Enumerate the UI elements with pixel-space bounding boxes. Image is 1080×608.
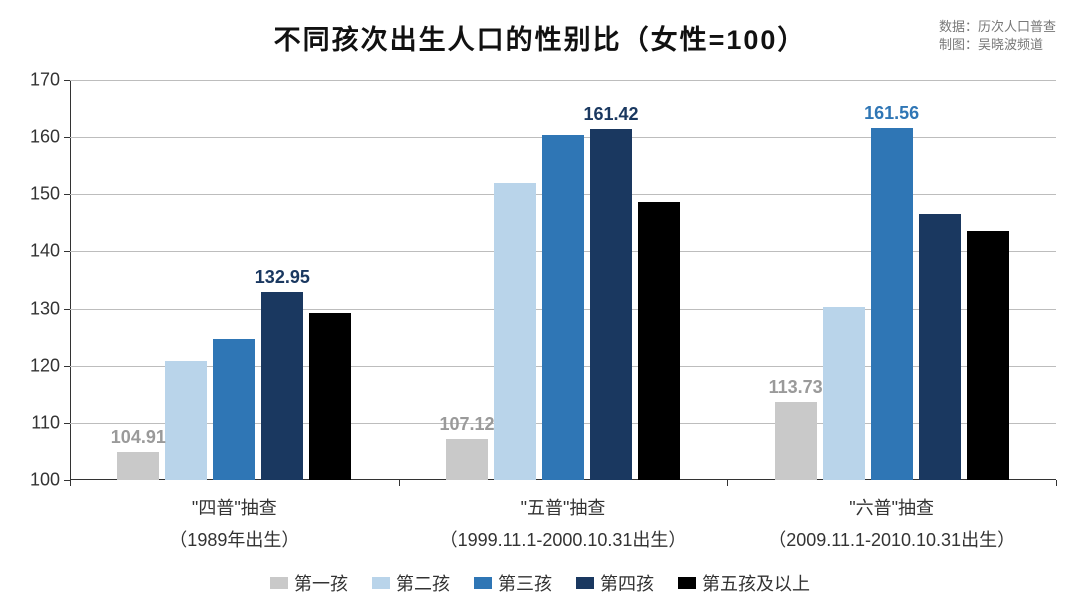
y-tick-label: 130 [30, 298, 70, 319]
x-category-line1: "六普"抽查 [768, 492, 1015, 524]
bar-s3 [213, 339, 255, 480]
legend-item-s1: 第一孩 [270, 570, 348, 596]
legend-label: 第二孩 [396, 570, 450, 596]
bar-s5 [967, 231, 1009, 480]
y-tick-label: 140 [30, 241, 70, 262]
legend-swatch [372, 577, 390, 589]
bar-s2 [165, 361, 207, 480]
y-tick-label: 160 [30, 127, 70, 148]
bar-s4 [919, 214, 961, 480]
legend-label: 第三孩 [498, 570, 552, 596]
bar-value-label: 113.73 [769, 377, 823, 398]
x-category-line1: "四普"抽查 [169, 492, 299, 524]
source-line-2: 制图：吴晓波频道 [939, 36, 1056, 54]
plot-area: 100110120130140150160170104.91132.95"四普"… [70, 80, 1056, 480]
x-tick-mark [399, 480, 400, 486]
legend-swatch [270, 577, 288, 589]
x-category-label: "四普"抽查（1989年出生） [169, 480, 299, 557]
chart-root: 不同孩次出生人口的性别比（女性=100） 数据：历次人口普查 制图：吴晓波频道 … [0, 0, 1080, 608]
legend-item-s5: 第五孩及以上 [678, 570, 810, 596]
bar-s3 [542, 135, 584, 480]
y-tick-label: 150 [30, 184, 70, 205]
x-category-label: "五普"抽查（1999.11.1-2000.10.31出生） [440, 480, 687, 557]
bar-value-label: 107.12 [439, 414, 494, 435]
bar-s1 [446, 439, 488, 480]
y-axis [70, 80, 71, 480]
legend-item-s2: 第二孩 [372, 570, 450, 596]
x-tick-mark [1056, 480, 1057, 486]
y-tick-label: 100 [30, 470, 70, 491]
bar-s1 [775, 402, 817, 480]
legend-label: 第五孩及以上 [702, 570, 810, 596]
y-tick-label: 170 [30, 70, 70, 91]
legend-swatch [474, 577, 492, 589]
bar-s2 [494, 183, 536, 480]
bar-s1 [117, 452, 159, 480]
y-tick-label: 110 [31, 412, 70, 433]
bar-value-label: 104.91 [111, 427, 166, 448]
x-tick-mark [727, 480, 728, 486]
x-category-line2: （1989年出生） [169, 524, 299, 556]
source-credit: 数据：历次人口普查 制图：吴晓波频道 [939, 18, 1056, 53]
legend-label: 第一孩 [294, 570, 348, 596]
gridline [70, 80, 1056, 81]
bar-value-label: 161.56 [864, 103, 919, 124]
legend-item-s3: 第三孩 [474, 570, 552, 596]
source-line-1: 数据：历次人口普查 [939, 18, 1056, 36]
x-tick-mark [70, 480, 71, 486]
bar-s5 [309, 313, 351, 480]
legend-swatch [678, 577, 696, 589]
x-category-line2: （1999.11.1-2000.10.31出生） [440, 524, 687, 556]
x-category-label: "六普"抽查（2009.11.1-2010.10.31出生） [768, 480, 1015, 557]
legend-item-s4: 第四孩 [576, 570, 654, 596]
bar-value-label: 161.42 [583, 104, 638, 125]
bar-value-label: 132.95 [255, 267, 310, 288]
chart-title: 不同孩次出生人口的性别比（女性=100） [0, 18, 1080, 57]
y-tick-label: 120 [30, 355, 70, 376]
legend-swatch [576, 577, 594, 589]
bar-s4 [590, 129, 632, 480]
legend-label: 第四孩 [600, 570, 654, 596]
legend: 第一孩 第二孩 第三孩 第四孩 第五孩及以上 [0, 570, 1080, 596]
x-category-line2: （2009.11.1-2010.10.31出生） [768, 524, 1015, 556]
bar-s3 [871, 128, 913, 480]
x-category-line1: "五普"抽查 [440, 492, 687, 524]
bar-s4 [261, 292, 303, 480]
bar-s2 [823, 307, 865, 480]
bar-s5 [638, 202, 680, 480]
